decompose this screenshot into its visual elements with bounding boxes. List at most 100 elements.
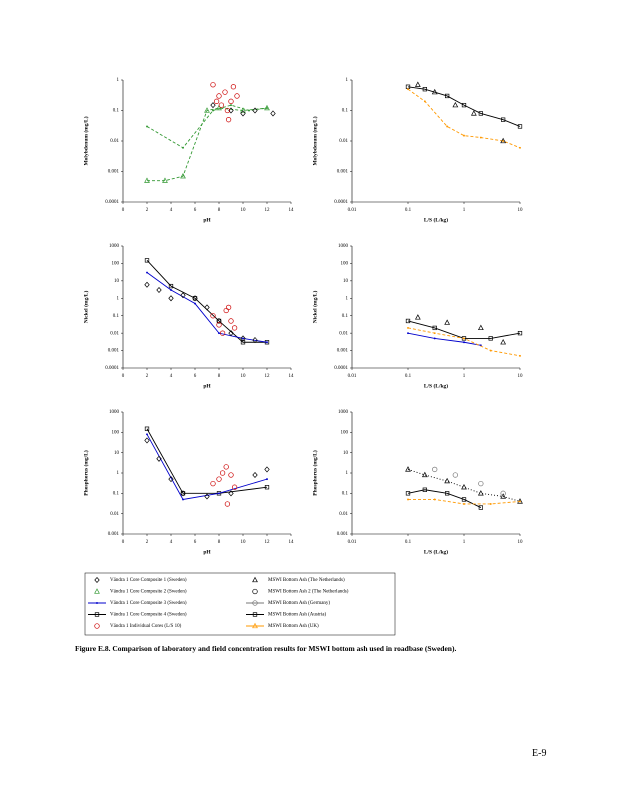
data-point (407, 498, 409, 501)
x-tick-label: 0.1 (405, 540, 412, 545)
data-point (216, 322, 222, 328)
data-point (144, 426, 150, 431)
data-point (228, 98, 234, 104)
data-point (266, 478, 268, 481)
data-point (218, 492, 220, 495)
data-point (240, 335, 246, 342)
x-tick-label: 10 (518, 374, 524, 379)
data-point (500, 339, 507, 345)
x-tick-label: 8 (218, 208, 221, 213)
y-tick-label: 1 (346, 471, 349, 476)
data-point (240, 107, 246, 113)
y-tick-label: 0.001 (108, 532, 120, 537)
x-tick-label: 10 (241, 208, 247, 213)
x-tick-label: 0.01 (348, 208, 357, 213)
legend-marker (94, 588, 100, 594)
data-point (431, 88, 438, 95)
data-point (489, 503, 492, 505)
data-point (414, 314, 421, 320)
data-point (463, 134, 465, 137)
data-point (422, 87, 428, 92)
data-point (223, 307, 229, 314)
data-point (146, 271, 148, 274)
x-tick-label: 2 (146, 374, 149, 379)
data-point (204, 304, 210, 311)
y-axis-label: Molybdenum (mg/L) (82, 116, 89, 165)
data-point (204, 493, 210, 500)
legend-label: MSWI Bottom Ash (The Netherlands) (268, 578, 345, 583)
data-point (433, 498, 436, 501)
data-point (444, 491, 450, 496)
x-tick-label: 1 (463, 540, 466, 545)
data-point (478, 505, 484, 510)
data-point (228, 330, 234, 337)
x-tick-label: 0.1 (405, 208, 412, 213)
data-point (519, 500, 521, 503)
y-tick-label: 10 (114, 279, 120, 284)
data-point (414, 81, 421, 87)
legend-label: MSWI Bottom Ash 2 (The Netherlands) (268, 590, 349, 595)
x-tick-label: 2 (146, 208, 149, 213)
data-point (144, 281, 150, 288)
series-line (146, 272, 268, 343)
x-axis-label: L/S (L/kg) (424, 216, 448, 223)
data-point (264, 466, 270, 473)
y-axis-label: Molybdenum (mg/L) (311, 116, 318, 165)
data-point (500, 490, 506, 496)
data-point (222, 89, 228, 95)
data-point (225, 117, 232, 123)
x-axis-label: pH (203, 217, 211, 223)
data-point (446, 125, 449, 128)
x-axis-label: pH (203, 383, 211, 389)
y-tick-label: 100 (112, 430, 120, 435)
legend-marker (94, 623, 100, 629)
data-point (519, 146, 521, 149)
data-point (180, 292, 186, 299)
series-line (407, 332, 481, 346)
y-tick-label: 100 (341, 262, 349, 267)
legend-marker (252, 588, 258, 595)
x-tick-label: 10 (241, 540, 247, 545)
data-point (170, 289, 172, 291)
data-point (264, 485, 270, 490)
data-point (213, 98, 220, 104)
y-tick-label: 0.01 (339, 139, 348, 144)
data-point (180, 172, 186, 179)
data-point (266, 341, 268, 344)
legend-label: MSWI Bottom Ash (Austria) (268, 613, 327, 618)
data-point (234, 93, 240, 99)
data-point (433, 337, 436, 340)
series-line (407, 468, 521, 502)
x-tick-label: 6 (194, 540, 197, 545)
y-tick-label: 1 (346, 78, 349, 83)
data-point (500, 117, 506, 122)
data-point (444, 477, 451, 484)
y-tick-label: 10 (343, 451, 349, 456)
x-tick-label: 10 (518, 208, 524, 213)
data-point (224, 107, 231, 114)
data-point (218, 332, 220, 335)
data-point (225, 304, 232, 311)
series-line (407, 86, 521, 127)
data-point (270, 110, 276, 117)
y-axis-label: Phosphorus (mg/L) (82, 450, 89, 496)
data-point (156, 455, 162, 462)
legend-marker (252, 600, 258, 606)
series-line (147, 107, 268, 182)
data-point (168, 283, 174, 289)
x-axis-label: pH (203, 549, 211, 555)
data-point (264, 104, 270, 111)
data-point (228, 490, 234, 497)
data-point (162, 177, 168, 183)
page-number: E-9 (532, 748, 547, 759)
data-point (444, 319, 451, 325)
x-tick-label: 14 (289, 540, 295, 545)
legend-label: Vändra 1 Core Composite 4 (Sweden) (110, 613, 187, 618)
y-tick-label: 0.1 (113, 109, 120, 114)
data-point (444, 93, 450, 99)
series-line (146, 428, 268, 494)
data-point (228, 472, 234, 478)
data-point (407, 326, 409, 329)
data-point (461, 483, 467, 490)
